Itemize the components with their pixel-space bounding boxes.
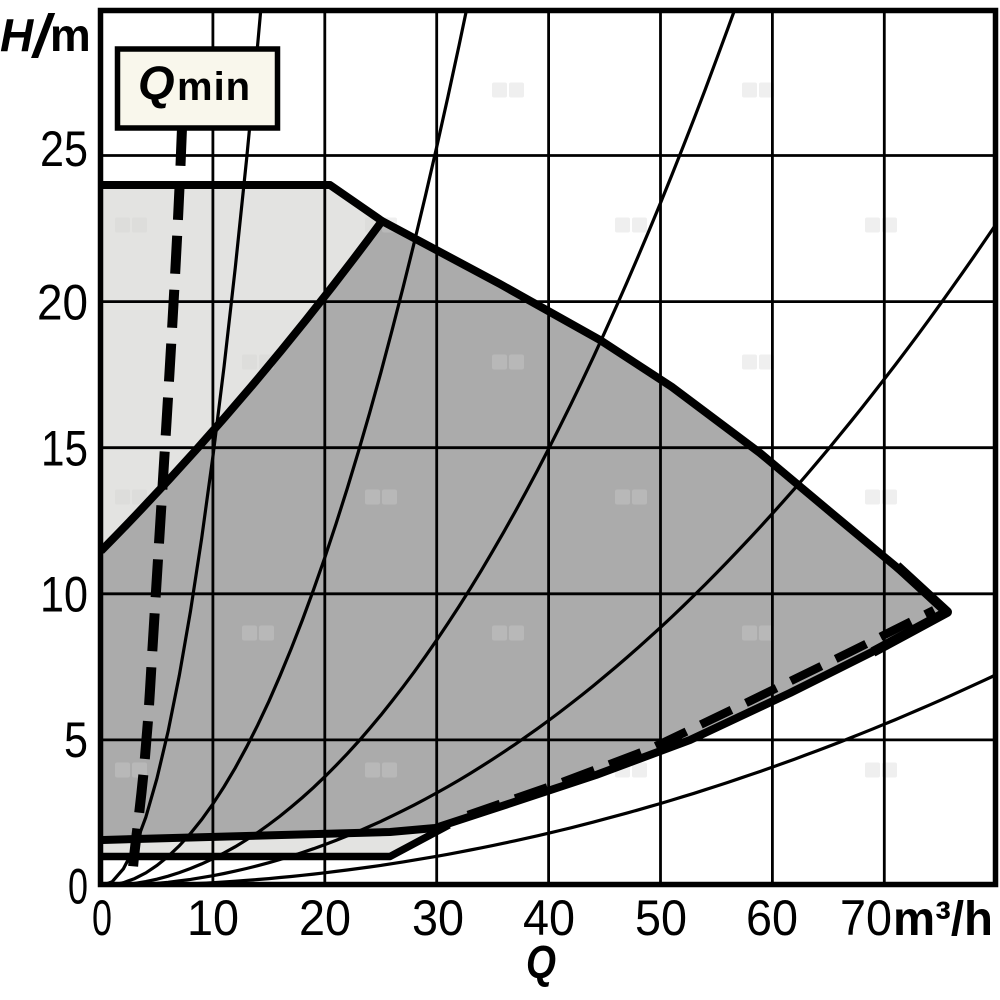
svg-text:70: 70: [840, 890, 892, 946]
svg-text:Q: Q: [138, 56, 175, 109]
svg-text:5: 5: [64, 712, 88, 768]
svg-text:H/m: H/m: [0, 3, 91, 70]
svg-text:60: 60: [746, 890, 798, 946]
svg-text:10: 10: [187, 890, 239, 946]
svg-text:0: 0: [92, 890, 112, 946]
svg-text:Q: Q: [526, 936, 556, 988]
svg-text:20: 20: [37, 275, 88, 331]
svg-text:50: 50: [635, 890, 687, 946]
svg-text:20: 20: [299, 890, 351, 946]
svg-text:min: min: [177, 65, 251, 109]
svg-text:15: 15: [41, 421, 88, 477]
svg-text:10: 10: [40, 567, 88, 623]
svg-text:25: 25: [40, 121, 88, 177]
svg-text:40: 40: [523, 890, 575, 946]
svg-text:30: 30: [412, 890, 464, 946]
svg-text:0: 0: [68, 859, 88, 915]
svg-text:m³/h: m³/h: [893, 893, 993, 946]
